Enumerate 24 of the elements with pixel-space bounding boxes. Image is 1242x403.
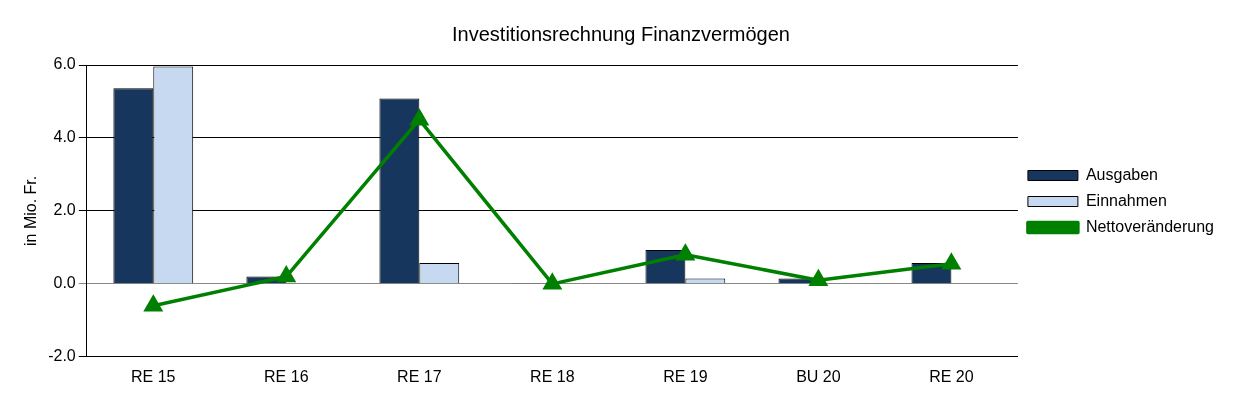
- point: [144, 295, 162, 312]
- x-tick-label: RE 16: [264, 367, 309, 385]
- y-tick-label: 2.0: [53, 201, 76, 219]
- x-tick-label: RE 19: [663, 367, 708, 385]
- x-tick-label: RE 17: [397, 367, 442, 385]
- point: [410, 109, 428, 126]
- x-tick-label: BU 20: [796, 367, 841, 385]
- x-tick-label: RE 18: [530, 367, 575, 385]
- x-tick-label: RE 20: [929, 367, 974, 385]
- y-axis-title: in Mio. Fr.: [22, 175, 40, 247]
- x-tick-label: RE 15: [131, 367, 176, 385]
- legend-label: Einnahmen: [1085, 191, 1167, 209]
- point: [277, 266, 295, 283]
- legend-label: Nettoveränderung: [1085, 217, 1215, 235]
- point: [809, 270, 828, 286]
- legend-label: Ausgaben: [1085, 165, 1158, 183]
- chart-title: Investitionsrechnung Finanzvermögen: [452, 22, 790, 45]
- y-tick-label: 6.0: [53, 55, 76, 73]
- point: [543, 274, 562, 290]
- y-tick-label: 4.0: [53, 128, 76, 146]
- y-tick-label: -2.0: [48, 347, 76, 365]
- y-tick-label: 0.0: [53, 274, 76, 292]
- point: [942, 254, 961, 270]
- point: [676, 244, 695, 261]
